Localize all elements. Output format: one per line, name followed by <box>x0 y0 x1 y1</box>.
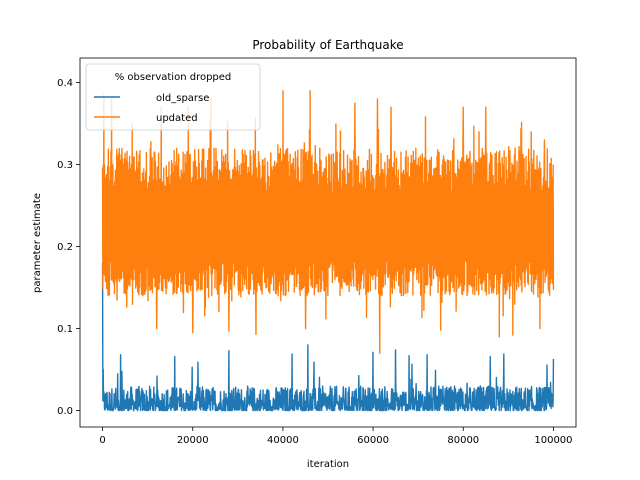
x-tick-label: 0 <box>99 435 105 446</box>
y-tick-label: 0.3 <box>57 160 73 171</box>
x-tick-label: 100000 <box>534 435 572 446</box>
legend-title: % observation dropped <box>115 72 232 83</box>
y-tick-label: 0.1 <box>57 324 73 335</box>
x-tick-label: 60000 <box>357 435 389 446</box>
y-axis-label: parameter estimate <box>32 193 43 293</box>
legend-label-updated: updated <box>156 113 198 124</box>
y-tick-label: 0.0 <box>57 406 73 417</box>
y-axis: 0.0 0.1 0.2 0.3 0.4 <box>57 78 80 417</box>
x-tick-label: 20000 <box>177 435 209 446</box>
series-line-updated <box>101 90 555 354</box>
x-tick-label: 80000 <box>447 435 479 446</box>
y-tick-label: 0.2 <box>57 242 73 253</box>
series-line-old-sparse <box>101 262 555 412</box>
legend: % observation dropped old_sparse updated <box>85 63 261 131</box>
x-tick-label: 40000 <box>267 435 299 446</box>
legend-box <box>85 63 261 131</box>
legend-label-old-sparse: old_sparse <box>156 93 209 104</box>
plot-series <box>101 90 555 412</box>
x-axis: 0 20000 40000 60000 80000 100000 <box>99 427 573 446</box>
chart-title: Probability of Earthquake <box>252 38 403 52</box>
y-tick-label: 0.4 <box>57 78 73 89</box>
x-axis-label: iteration <box>307 459 349 470</box>
plot-frame <box>79 57 577 428</box>
